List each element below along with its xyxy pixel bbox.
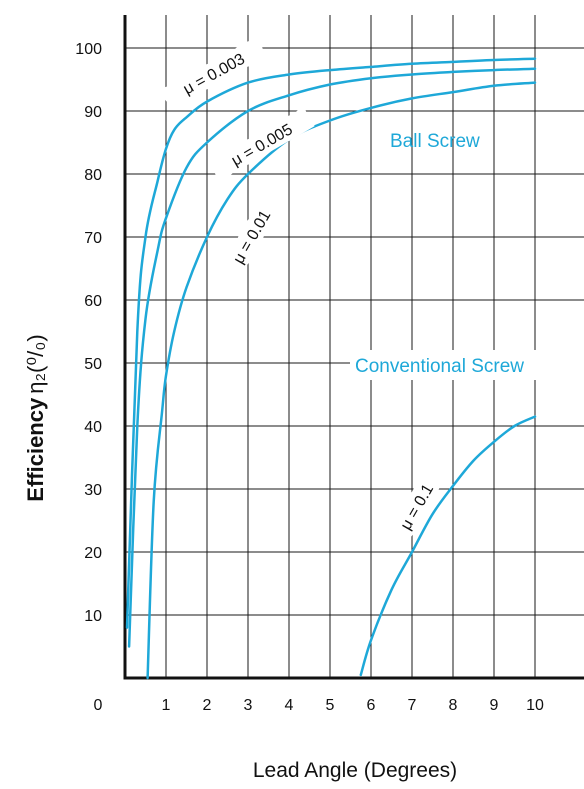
- x-tick-label: 10: [526, 697, 544, 714]
- x-tick-label: 4: [285, 697, 294, 714]
- x-tick-label: 0: [94, 697, 103, 714]
- y-tick-label: 20: [84, 545, 102, 562]
- axes: [123, 15, 584, 680]
- y-axis-title-word: Efficiency: [23, 397, 48, 502]
- region-label-ball-screw: Ball Screw: [390, 131, 480, 152]
- y-tick-label: 80: [84, 167, 102, 184]
- x-tick-label: 3: [244, 697, 253, 714]
- region-label-conventional-screw: Conventional Screw: [355, 356, 524, 377]
- x-tick-label: 7: [408, 697, 417, 714]
- x-tick-label: 2: [203, 697, 212, 714]
- y-tick-label: 50: [84, 356, 102, 373]
- y-tick-label: 10: [84, 608, 102, 625]
- y-axis-title: Efficiency η₂(⁰/₀): [23, 334, 48, 501]
- x-tick-label: 6: [367, 697, 376, 714]
- series-line: [146, 81, 537, 680]
- curve-label-bg: [208, 107, 315, 182]
- x-tick-labels: 0 1 2 3 4 5 6 7 8 9 10: [94, 697, 544, 714]
- x-tick-label: 1: [162, 697, 171, 714]
- curve-label: μ = 0.1: [391, 474, 442, 539]
- x-tick-label: 8: [449, 697, 458, 714]
- series-line: [359, 415, 537, 677]
- y-axis-title-symbol: η₂(⁰/₀): [23, 334, 48, 394]
- series-lines: [125, 57, 537, 680]
- curve-label-bg: [223, 199, 279, 274]
- curve-label-bg: [160, 36, 267, 110]
- grid: [125, 15, 584, 678]
- conventional-label-bg: [350, 350, 584, 380]
- series-line: [127, 67, 537, 648]
- y-tick-label: 70: [84, 230, 102, 247]
- y-tick-label: 90: [84, 104, 102, 121]
- y-axis-title-text: Efficiency η₂(⁰/₀): [23, 334, 48, 501]
- x-axis-title: Lead Angle (Degrees): [253, 759, 457, 782]
- y-tick-labels: 10 20 30 40 50 60 70 80 90 100: [75, 41, 102, 625]
- x-tick-label: 5: [326, 697, 335, 714]
- y-tick-label: 40: [84, 419, 102, 436]
- y-tick-label: 30: [84, 482, 102, 499]
- curve-label-bg: [391, 474, 442, 539]
- series-line: [125, 57, 537, 629]
- y-tick-label: 100: [75, 41, 102, 58]
- curve-label: μ = 0.005: [208, 107, 315, 182]
- x-tick-label: 9: [490, 697, 499, 714]
- y-tick-label: 60: [84, 293, 102, 310]
